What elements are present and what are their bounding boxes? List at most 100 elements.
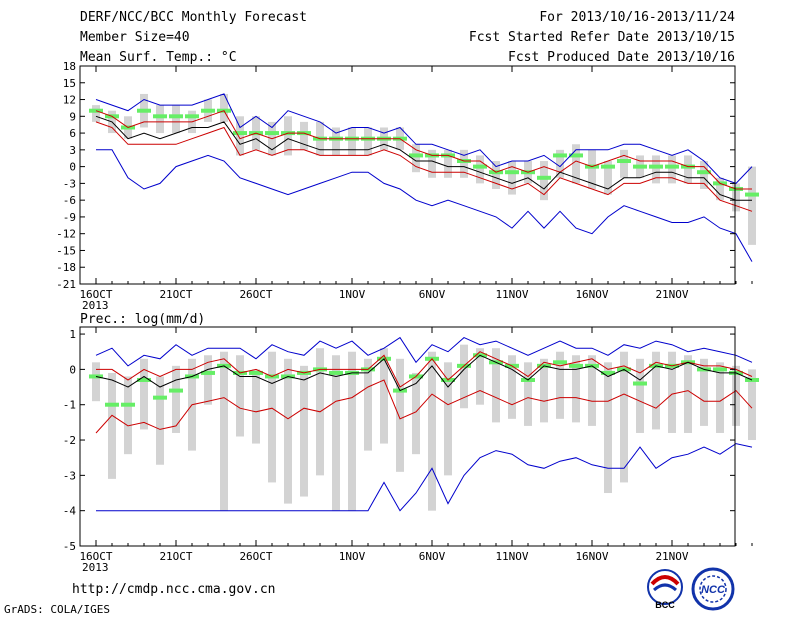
median-mark (89, 374, 103, 379)
ensemble-box (572, 355, 580, 423)
upper-spread-line (96, 351, 753, 388)
ensemble-box (348, 127, 356, 156)
ensemble-box (620, 149, 628, 178)
y-tick-label: -12 (56, 228, 76, 241)
ensemble-box (716, 177, 724, 201)
ensemble-box (92, 105, 100, 122)
median-mark (137, 108, 151, 113)
y-tick-label: -21 (56, 278, 76, 291)
median-mark (569, 153, 583, 158)
ncc-logo: NCC (691, 567, 735, 611)
forecast-period: For 2013/10/16-2013/11/24 (539, 10, 735, 25)
ensemble-box (668, 155, 676, 184)
year-label: 2013 (82, 561, 109, 574)
x-tick-label: 6NOV (419, 288, 446, 301)
ensemble-box (300, 121, 308, 150)
median-mark (601, 370, 615, 375)
ensemble-box (652, 155, 660, 184)
ensemble-box (204, 355, 212, 405)
median-mark (633, 381, 647, 386)
max-line (95, 336, 753, 367)
ensemble-box (444, 362, 452, 476)
ensemble-box (460, 149, 468, 178)
year-label: 2013 (82, 299, 109, 312)
x-tick-label: 6NOV (419, 550, 446, 563)
ensemble-box (428, 149, 436, 178)
y-tick-label: -4 (63, 505, 77, 518)
ensemble-box (364, 127, 372, 156)
x-tick-label: 21OCT (159, 550, 192, 563)
ensemble-box (92, 362, 100, 402)
ncc-logo-text: NCC (701, 584, 726, 596)
chart-title: DERF/NCC/BCC Monthly Forecast (80, 10, 307, 25)
min-line (96, 443, 753, 512)
ensemble-box (268, 351, 276, 483)
ensemble-box (636, 358, 644, 433)
ensemble-box (668, 351, 676, 433)
ensemble-box (380, 348, 388, 444)
ensemble-box (588, 355, 596, 426)
x-tick-label: 21NOV (655, 288, 688, 301)
ensemble-box (252, 369, 260, 444)
lower-spread-line (95, 121, 753, 212)
ensemble-box (412, 372, 420, 455)
ensemble-mean-line (95, 354, 753, 392)
x-tick-label: 1NOV (339, 288, 366, 301)
ensemble-box (748, 166, 756, 245)
member-size: Member Size=40 (80, 30, 190, 45)
ensemble-box (108, 372, 116, 479)
bcc-logo: BCC (647, 569, 683, 610)
median-mark (617, 159, 631, 164)
y-tick-label: 6 (69, 127, 76, 140)
ensemble-box (684, 355, 692, 433)
y-tick-label: 0 (69, 363, 76, 376)
median-mark (249, 370, 263, 375)
median-mark (153, 114, 167, 119)
y-tick-label: 3 (69, 144, 76, 157)
y-tick-label: 0 (69, 161, 76, 174)
median-mark (745, 192, 759, 197)
precip-axis-label: Prec.: log(mm/d) (80, 312, 205, 327)
y-tick-label: -3 (63, 469, 76, 482)
ensemble-box (716, 362, 724, 433)
ensemble-box (524, 362, 532, 426)
median-mark (505, 170, 519, 175)
ensemble-box (236, 116, 244, 156)
ensemble-box (284, 116, 292, 156)
x-tick-label: 16OCT (79, 550, 112, 563)
ensemble-box (300, 365, 308, 497)
x-tick-label: 11NOV (495, 550, 528, 563)
ensemble-box (412, 144, 420, 173)
ensemble-box (156, 105, 164, 134)
ensemble-box (572, 144, 580, 184)
ensemble-box (396, 358, 404, 472)
median-mark (537, 175, 551, 180)
y-tick-label: -3 (63, 177, 76, 190)
ensemble-box (492, 348, 500, 423)
variable-label: Mean Surf. Temp.: °C (80, 50, 237, 65)
ensemble-box (236, 355, 244, 437)
median-mark (553, 153, 567, 158)
ensemble-box (556, 351, 564, 419)
forecast-produced: Fcst Produced Date 2013/10/16 (508, 50, 735, 65)
median-mark (553, 360, 567, 365)
x-tick-label: 26OCT (239, 288, 272, 301)
ensemble-box (652, 351, 660, 430)
y-tick-label: 12 (63, 94, 76, 107)
plot-frame (79, 65, 736, 285)
ensemble-box (140, 358, 148, 430)
ensemble-box (700, 358, 708, 426)
median-mark (201, 370, 215, 375)
y-tick-label: 1 (69, 328, 76, 341)
median-mark (649, 164, 663, 169)
x-tick-label: 21OCT (159, 288, 192, 301)
median-mark (265, 131, 279, 136)
source-url[interactable]: http://cmdp.ncc.cma.gov.cn (72, 582, 276, 597)
x-tick-label: 21NOV (655, 550, 688, 563)
ensemble-box (604, 362, 612, 494)
ensemble-box (684, 155, 692, 184)
ensemble-box (700, 161, 708, 189)
median-mark (665, 164, 679, 169)
ensemble-box (332, 127, 340, 156)
ensemble-box (428, 351, 436, 511)
